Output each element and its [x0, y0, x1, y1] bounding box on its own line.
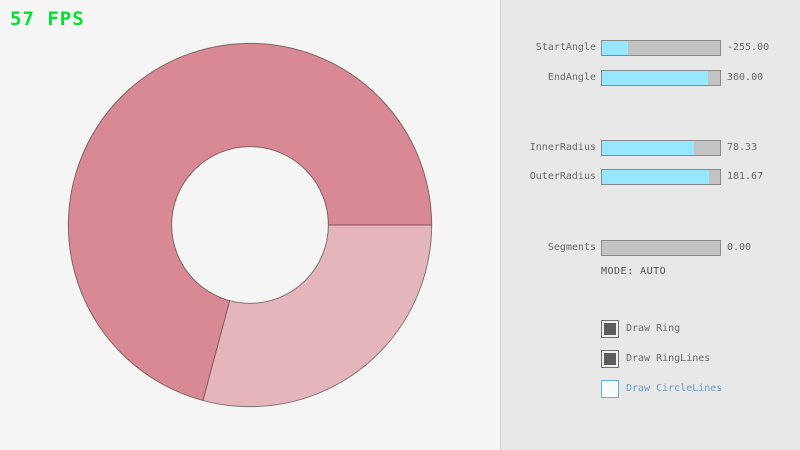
slider-fill	[602, 41, 628, 55]
slider-value-endangle: 360.00	[727, 72, 764, 83]
slider-label-startangle: StartAngle	[535, 42, 596, 53]
slider-startangle[interactable]	[601, 40, 721, 56]
slider-value-startangle: -255.00	[727, 42, 770, 53]
ring-outline	[171, 146, 329, 304]
slider-value-segments: 0.00	[727, 242, 752, 253]
ring-sector	[202, 225, 432, 407]
slider-fill	[602, 141, 695, 155]
ring-sector	[68, 43, 432, 401]
slider-label-innerradius: InnerRadius	[529, 142, 596, 153]
slider-row-innerradius: InnerRadius 78.33	[501, 140, 800, 156]
slider-endangle[interactable]	[601, 70, 721, 86]
draw-ring-checkbox[interactable]	[601, 320, 619, 338]
slider-innerradius[interactable]	[601, 140, 721, 156]
ring-cap-line	[202, 300, 231, 401]
slider-row-segments: Segments 0.00	[501, 240, 800, 256]
draw-circlelines-label: Draw CircleLines	[626, 383, 723, 394]
draw-ringlines-label: Draw RingLines	[626, 353, 711, 364]
slider-row-endangle: EndAngle 360.00	[501, 70, 800, 86]
slider-fill	[602, 170, 710, 184]
slider-value-outerradius: 181.67	[727, 171, 764, 182]
slider-label-endangle: EndAngle	[547, 72, 596, 83]
slider-outerradius[interactable]	[601, 169, 721, 185]
slider-label-segments: Segments	[547, 242, 596, 253]
draw-circlelines-checkbox[interactable]	[601, 380, 619, 398]
ring-outline	[67, 42, 433, 408]
draw-ring-label: Draw Ring	[626, 323, 681, 334]
slider-row-outerradius: OuterRadius 181.67	[501, 169, 800, 185]
checkmark	[604, 323, 616, 335]
control-panel: StartAngle -255.00 EndAngle 360.00 Inner…	[500, 0, 800, 450]
mode-label: MODE: AUTO	[601, 266, 667, 277]
slider-label-outerradius: OuterRadius	[529, 171, 596, 182]
slider-fill	[602, 71, 709, 85]
ring-canvas	[67, 42, 433, 408]
slider-value-innerradius: 78.33	[727, 142, 758, 153]
draw-ringlines-checkbox[interactable]	[601, 350, 619, 368]
fps-counter: 57 FPS	[10, 8, 85, 30]
checkmark	[604, 353, 616, 365]
slider-row-startangle: StartAngle -255.00	[501, 40, 800, 56]
slider-segments[interactable]	[601, 240, 721, 256]
